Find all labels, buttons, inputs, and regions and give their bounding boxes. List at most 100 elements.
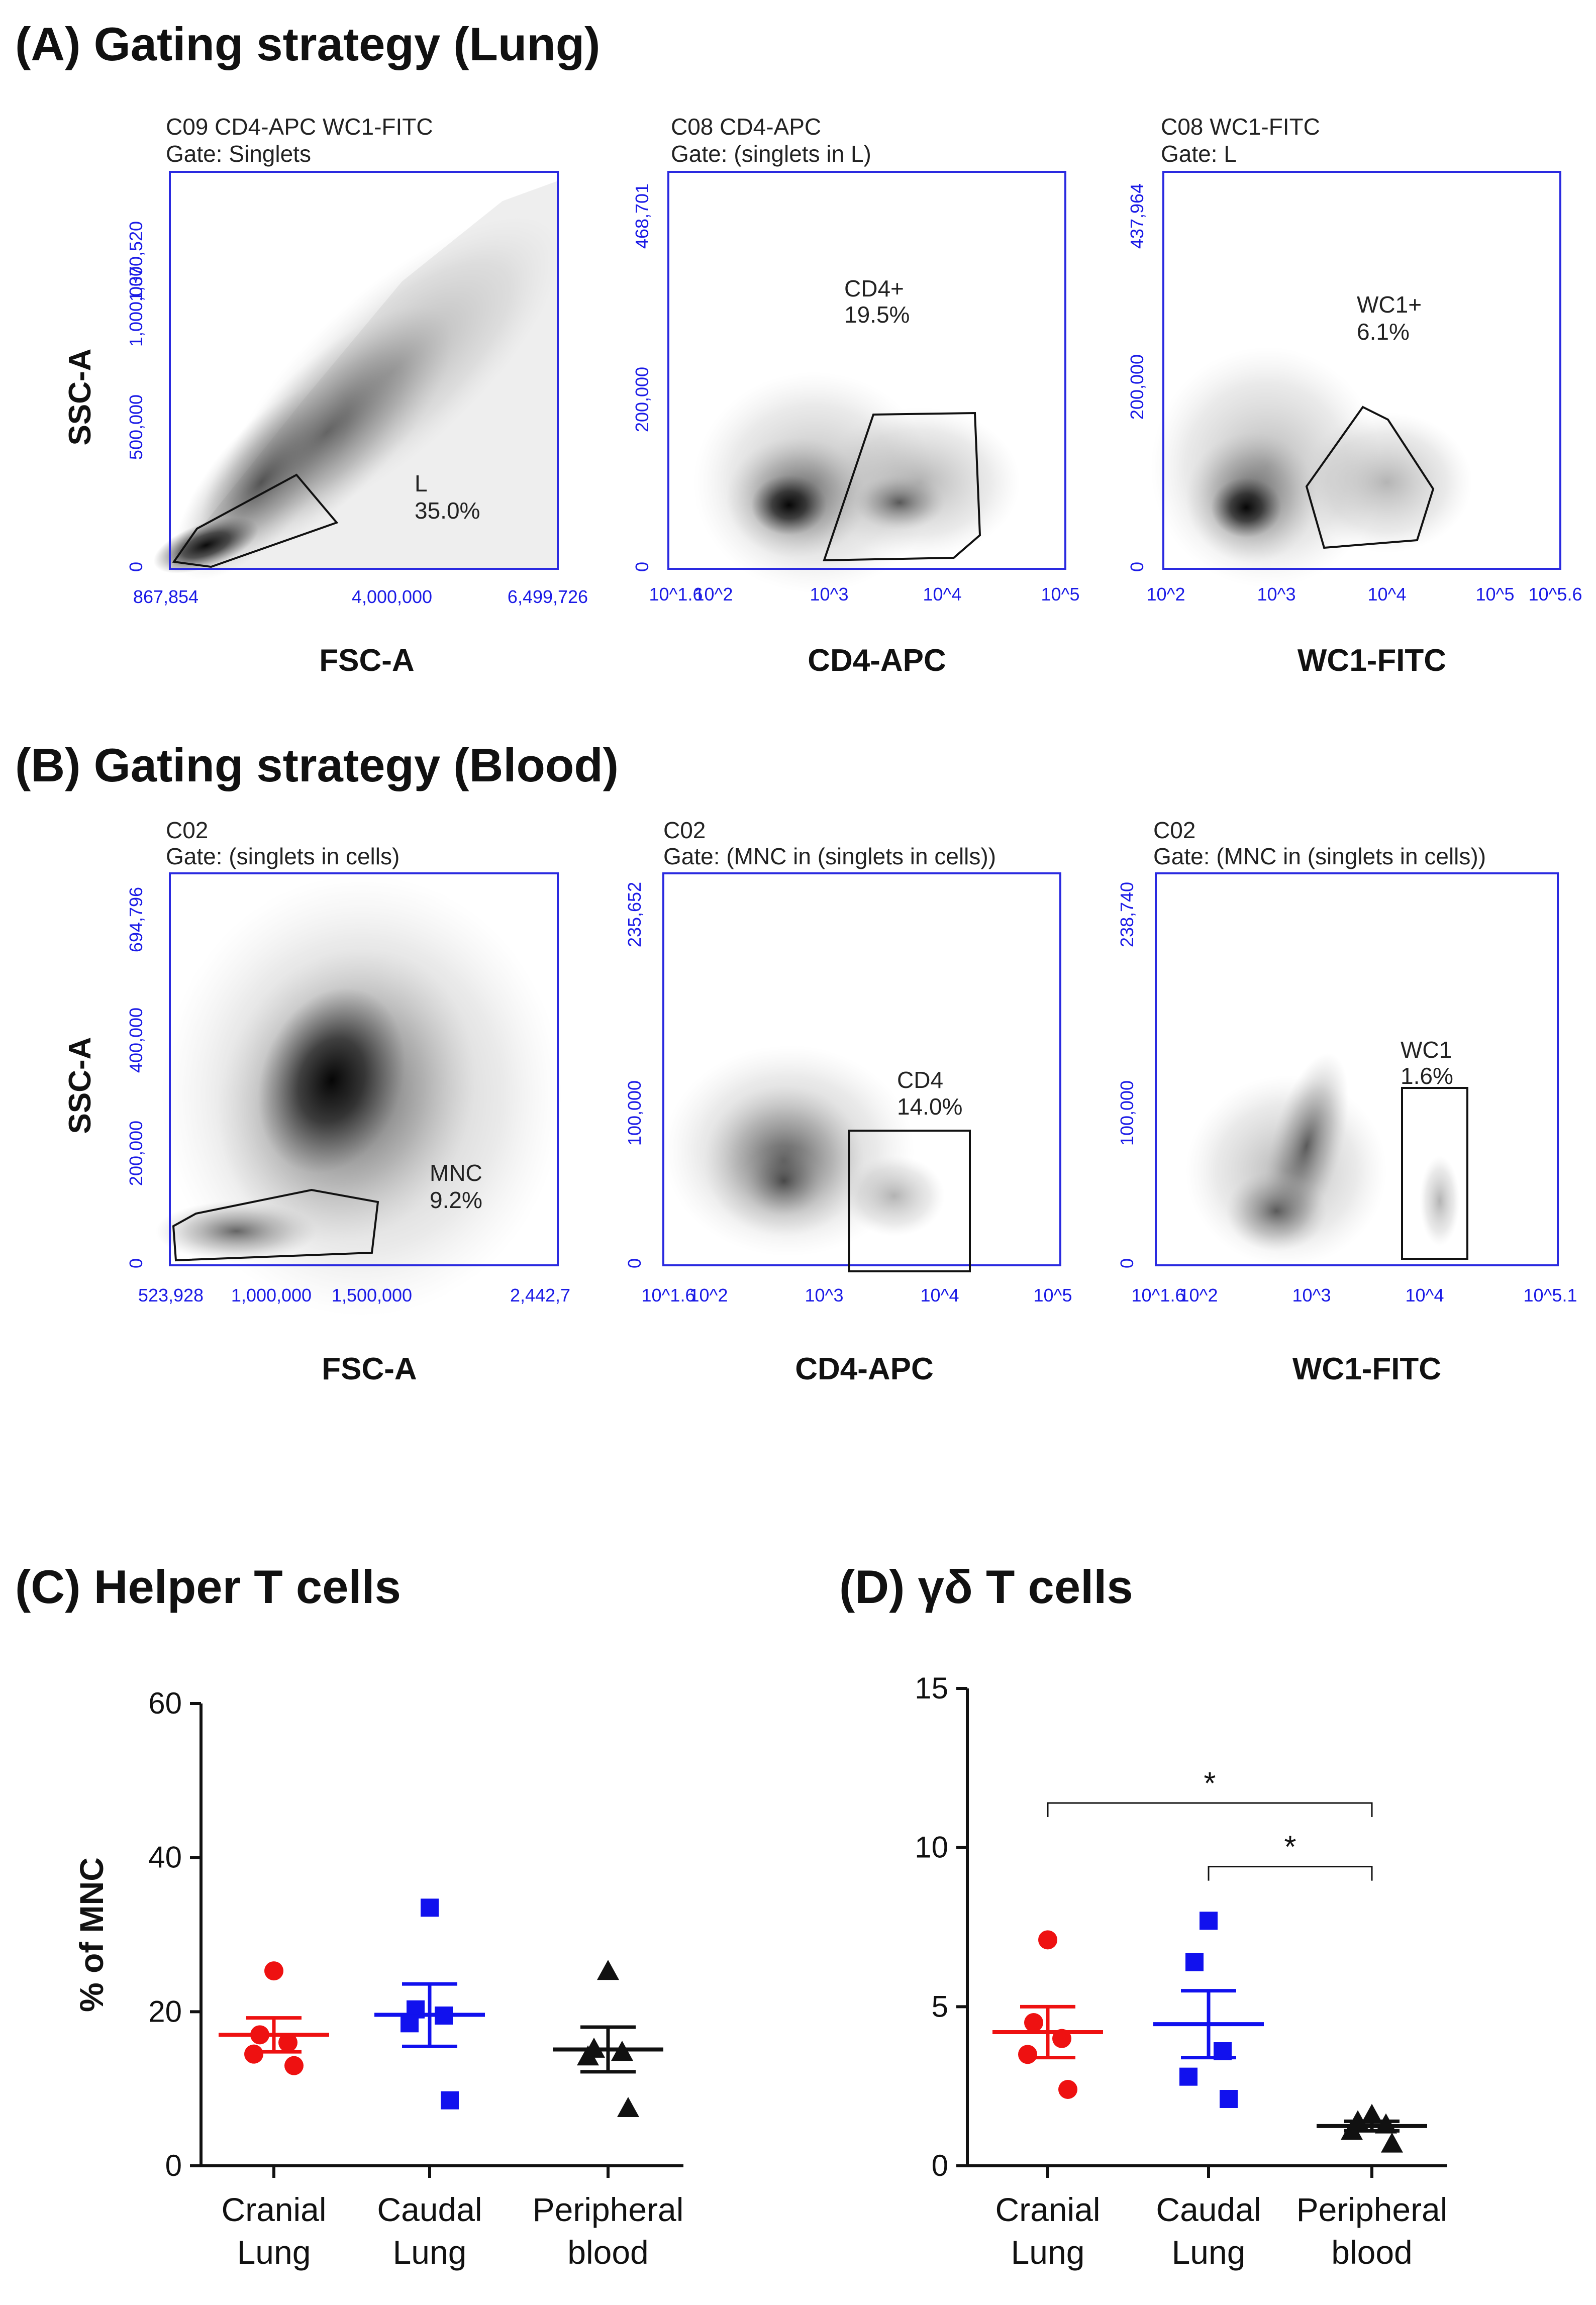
x-axis-title: CD4-APC xyxy=(808,643,946,678)
x-tick-label: 10^5.1 xyxy=(1524,1285,1577,1306)
x-tick-label: 10^5 xyxy=(1476,584,1515,605)
gate-name: L xyxy=(415,470,428,496)
x-tick-label: 10^2 xyxy=(689,1285,728,1306)
x-tick-label: 10^5 xyxy=(1041,584,1080,605)
panel-d-title: (D) γδ T cells xyxy=(839,1560,1133,1613)
plot-header-line2: Gate: (MNC in (singlets in cells)) xyxy=(1153,843,1486,869)
gate-wc1 xyxy=(1401,1087,1468,1260)
significance-bracket xyxy=(1047,1802,1373,1817)
plot-frame xyxy=(169,872,559,1266)
y-tick-label: 0 xyxy=(932,2149,948,2182)
y-tick-label: 100,000 xyxy=(1117,1080,1137,1146)
data-point-circle xyxy=(264,1961,283,1981)
gate-name: WC1+ xyxy=(1357,291,1422,318)
category-label-line2: Lung xyxy=(237,2234,311,2271)
x-tick-label: 10^4 xyxy=(921,1285,959,1306)
category-label-line1: Caudal xyxy=(1156,2191,1261,2228)
y-tick-label: 400,000 xyxy=(126,1008,146,1073)
flow-plot-b3: C02 Gate: (MNC in (singlets in cells)) W… xyxy=(1117,817,1577,1386)
category-label-line2: Lung xyxy=(1011,2234,1085,2271)
plot-header-line1: C02 xyxy=(166,817,208,843)
plot-header-line1: C08 WC1-FITC xyxy=(1161,114,1320,140)
gate-percent: 19.5% xyxy=(844,302,910,328)
plot-header-line2: Gate: (singlets in cells) xyxy=(166,843,400,869)
y-tick-label: 40 xyxy=(148,1841,182,1874)
data-point-circle xyxy=(1058,2080,1077,2099)
y-tick-label: 20 xyxy=(148,1994,182,2028)
x-tick-label: 10^4 xyxy=(923,584,962,605)
x-tick-label: 6,499,726 xyxy=(508,586,588,607)
flow-plot-a1: C09 CD4-APC WC1-FITC Gate: Singlets L 35… xyxy=(63,114,588,678)
x-tick-label: 10^2 xyxy=(1179,1285,1218,1306)
y-tick-label: 0 xyxy=(632,562,652,572)
x-tick-label: 10^4 xyxy=(1406,1285,1444,1306)
event-density-cloud xyxy=(156,874,563,1317)
category-label-line1: Caudal xyxy=(377,2191,482,2228)
y-tick-label: 0 xyxy=(624,1258,645,1268)
y-axis-title: % of MNC xyxy=(73,1857,110,2012)
y-tick-label: 468,701 xyxy=(632,183,652,249)
y-tick-label: 1,370,520 xyxy=(126,221,146,302)
data-point-triangle xyxy=(577,2045,599,2066)
x-tick-label: 10^3 xyxy=(1257,584,1296,605)
gate-name: CD4+ xyxy=(844,275,904,302)
x-tick-label: 10^1.6 xyxy=(1132,1285,1185,1306)
y-tick-label: 5 xyxy=(932,1989,948,2023)
significance-label: * xyxy=(1204,1766,1216,1801)
x-tick-label: 1,500,000 xyxy=(332,1285,412,1306)
x-tick-label: 10^3 xyxy=(805,1285,844,1306)
y-tick-label: 0 xyxy=(126,562,146,572)
gate-percent: 35.0% xyxy=(415,497,480,524)
data-point-triangle xyxy=(597,1960,619,1980)
gate-percent: 6.1% xyxy=(1357,319,1410,345)
x-axis-title: WC1-FITC xyxy=(1292,1352,1441,1386)
data-point-triangle xyxy=(1341,2120,1363,2140)
data-point-triangle xyxy=(611,2041,633,2061)
gate-l xyxy=(172,473,339,568)
y-tick-label: 200,000 xyxy=(632,367,652,432)
data-point-circle xyxy=(250,2025,269,2045)
x-tick-label: 1,000,000 xyxy=(231,1285,312,1306)
gate-percent: 1.6% xyxy=(1401,1063,1453,1089)
x-axis-title: FSC-A xyxy=(319,643,414,678)
x-tick-label: 10^2 xyxy=(1147,584,1185,605)
flow-plot-a2: C08 CD4-APC Gate: (singlets in L) CD4+ 1… xyxy=(632,114,1079,678)
data-point-square xyxy=(421,1898,439,1917)
category-label-line1: Cranial xyxy=(995,2191,1100,2228)
gate-cd4-positive xyxy=(823,412,981,562)
y-tick-label: 0 xyxy=(165,2149,182,2182)
plot-frame xyxy=(667,171,1066,570)
plot-header-line2: Gate: Singlets xyxy=(166,141,311,167)
plot-header-line1: C02 xyxy=(663,817,706,843)
x-tick-label: 523,928 xyxy=(138,1285,204,1306)
data-point-triangle xyxy=(617,2097,639,2117)
significance-bracket xyxy=(1208,1866,1373,1881)
y-tick-label: 0 xyxy=(126,1258,146,1268)
event-density-cloud xyxy=(693,372,1020,593)
plot-frame xyxy=(1155,872,1559,1266)
y-tick-label: 0 xyxy=(1117,1258,1137,1268)
y-tick-label: 60 xyxy=(148,1686,182,1720)
chart-gamma-delta-t-cells: 0 5 10 15 Cranial Lung Caudal Lung Peripheral blo… xyxy=(915,1671,1447,2271)
y-tick-label: 694,796 xyxy=(126,887,146,952)
gate-mnc xyxy=(172,1188,379,1262)
data-point-circle xyxy=(284,2056,304,2075)
plot-header-line1: C02 xyxy=(1153,817,1195,843)
data-point-square xyxy=(1179,2067,1198,2086)
chart-helper-t-cells: 0 20 40 60 Cranial Lung Caudal Lung Peripheral bl… xyxy=(73,1686,683,2271)
plot-frame xyxy=(169,171,559,570)
gate-name: CD4 xyxy=(897,1067,943,1093)
data-point-square xyxy=(435,2007,453,2025)
x-tick-label: 10^5 xyxy=(1034,1285,1072,1306)
x-tick-label: 10^3 xyxy=(810,584,849,605)
x-tick-label: 10^1.6 xyxy=(649,584,703,605)
flow-plot-b1: C02 Gate: (singlets in cells) MNC 9.2% 6… xyxy=(63,817,570,1386)
category-label-line2: Lung xyxy=(393,2234,467,2271)
data-point-square xyxy=(1200,1912,1218,1930)
flow-plot-a3: C08 WC1-FITC Gate: L WC1+ 6.1% 437,964 2… xyxy=(1127,114,1582,678)
data-point-circle xyxy=(1018,2045,1037,2064)
gate-wc1-positive xyxy=(1305,406,1435,549)
category-label-line2: Lung xyxy=(1172,2234,1246,2271)
y-tick-label: 238,740 xyxy=(1117,882,1137,947)
